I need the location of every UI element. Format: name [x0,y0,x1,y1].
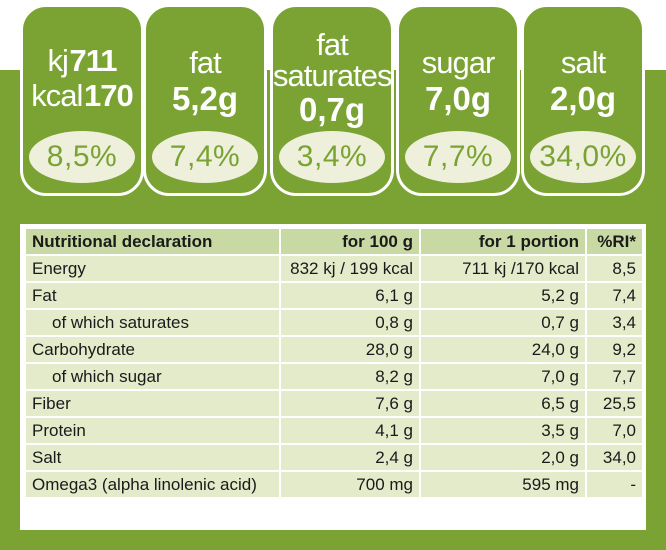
sugar-panel: sugar 7,0g 7,7% [396,4,520,196]
ri-value: - [585,470,644,499]
fat-ri-percent: 7,4% [152,131,258,183]
ri-value: 7,7 [585,362,644,391]
per-portion-value: 24,0 g [419,335,587,364]
sugar-label: sugar [421,45,496,80]
fat-value: 5,2g [171,80,239,117]
saturates-ri-percent: 3,4% [279,131,385,183]
header-ri: %RI* [585,227,644,256]
per-100g-value: 4,1 g [279,416,421,445]
header-per-100g: for 100 g [279,227,421,256]
per-100g-value: 0,8 g [279,308,421,337]
sugar-value: 7,0g [424,80,492,117]
per-portion-value: 2,0 g [419,443,587,472]
nutrition-table-container: Nutritional declaration for 100 g for 1 … [20,224,646,530]
row-label: Energy [24,254,281,283]
per-portion-value: 0,7 g [419,308,587,337]
per-portion-value: 5,2 g [419,281,587,310]
row-label: Carbohydrate [24,335,281,364]
fat-panel: fat 5,2g 7,4% [143,4,267,196]
table-row: Carbohydrate 28,0 g 24,0 g 9,2 [24,335,644,364]
ri-value: 9,2 [585,335,644,364]
table-row: Fiber 7,6 g 6,5 g 25,5 [24,389,644,418]
per-100g-value: 2,4 g [279,443,421,472]
table-header-row: Nutritional declaration for 100 g for 1 … [24,227,644,256]
table-row: of which saturates 0,8 g 0,7 g 3,4 [24,308,644,337]
salt-label: salt [560,45,606,80]
salt-panel: salt 2,0g 34,0% [521,4,645,196]
sugar-ri-percent: 7,7% [405,131,511,183]
salt-value: 2,0g [549,80,617,117]
per-100g-value: 700 mg [279,470,421,499]
per-100g-value: 28,0 g [279,335,421,364]
per-portion-value: 711 kj /170 kcal [419,254,587,283]
per-100g-value: 6,1 g [279,281,421,310]
saturates-value: 0,7g [298,91,366,128]
header-declaration: Nutritional declaration [24,227,281,256]
ri-value: 34,0 [585,443,644,472]
row-label: Protein [24,416,281,445]
energy-ri-percent: 8,5% [29,131,135,183]
saturates-label-1: fat [316,27,348,62]
per-portion-value: 3,5 g [419,416,587,445]
row-label: Omega3 (alpha linolenic acid) [24,470,281,499]
table-row: Protein 4,1 g 3,5 g 7,0 [24,416,644,445]
ri-value: 7,4 [585,281,644,310]
table-row: of which sugar 8,2 g 7,0 g 7,7 [24,362,644,391]
ri-value: 25,5 [585,389,644,418]
per-portion-value: 595 mg [419,470,587,499]
row-label: Salt [24,443,281,472]
row-label: Fat [24,281,281,310]
header-per-portion: for 1 portion [419,227,587,256]
energy-panel: kj 711 kcal 170 8,5% [20,4,144,196]
energy-kj-line: kj 711 [47,43,118,78]
row-label: Fiber [24,389,281,418]
nutrition-table: Nutritional declaration for 100 g for 1 … [24,227,644,499]
per-100g-value: 832 kj / 199 kcal [279,254,421,283]
fat-label: fat [189,45,221,80]
table-row: Energy 832 kj / 199 kcal 711 kj /170 kca… [24,254,644,283]
per-100g-value: 7,6 g [279,389,421,418]
energy-kcal-line: kcal 170 [31,78,133,113]
saturates-label-2: saturates [273,58,393,93]
row-label: of which saturates [24,308,281,337]
salt-ri-percent: 34,0% [530,131,636,183]
table-row: Fat 6,1 g 5,2 g 7,4 [24,281,644,310]
per-100g-value: 8,2 g [279,362,421,391]
ri-value: 8,5 [585,254,644,283]
table-row: Salt 2,4 g 2,0 g 34,0 [24,443,644,472]
table-row: Omega3 (alpha linolenic acid) 700 mg 595… [24,470,644,499]
ri-value: 7,0 [585,416,644,445]
row-label: of which sugar [24,362,281,391]
per-portion-value: 7,0 g [419,362,587,391]
per-portion-value: 6,5 g [419,389,587,418]
ri-value: 3,4 [585,308,644,337]
saturates-panel: fat saturates 0,7g 3,4% [270,4,394,196]
